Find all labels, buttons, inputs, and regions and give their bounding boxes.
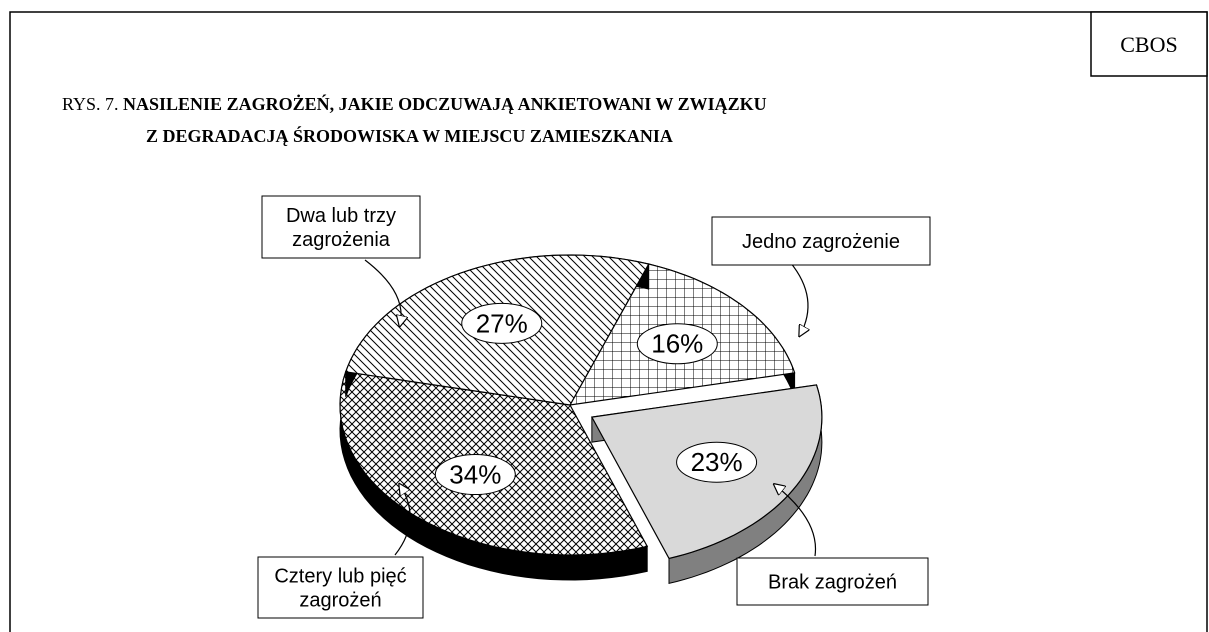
value-label: 16% [651,329,703,359]
legend-label: Cztery lub pięć zagrożeń [274,566,406,612]
value-label-bg [434,454,516,496]
title-line: RYS. 7. NASILENIE ZAGROŻEŃ, JAKIE ODCZUW… [62,93,767,114]
value-label: 23% [691,447,743,477]
legend-box [257,556,424,619]
value-label-bg [676,441,758,483]
legend-label: Brak zagrożeń [768,572,897,594]
chart-title: Z DEGRADACJĄ ŚRODOWISKA W MIEJSCU ZAMIES… [146,125,673,146]
value-label-bg [636,323,718,365]
callout-arrow [789,261,808,335]
value-label: 34% [449,460,501,490]
frame [9,11,1208,632]
pie: 16% 23% 34% 27% Jedno zagrożenie Brak zagroże… [257,195,931,619]
legend-label: Dwa lub trzy zagrożenia [286,205,396,251]
value-label: 27% [476,308,528,338]
legend-box [736,557,929,606]
legend-box [261,195,421,259]
chart-title: NASILENIE ZAGROŻEŃ, JAKIE ODCZUWAJĄ ANKI… [123,93,767,114]
value-label-bg [461,302,543,344]
callout-arrow [775,485,817,557]
legend-box [711,216,931,266]
figure-label: RYS. 7. [62,94,119,114]
source: CBOS [1120,32,1177,57]
source-box [1090,11,1208,77]
callout-arrow [364,259,401,325]
legend-label: Jedno zagrożenie [742,231,900,253]
callout-arrow [394,485,411,556]
